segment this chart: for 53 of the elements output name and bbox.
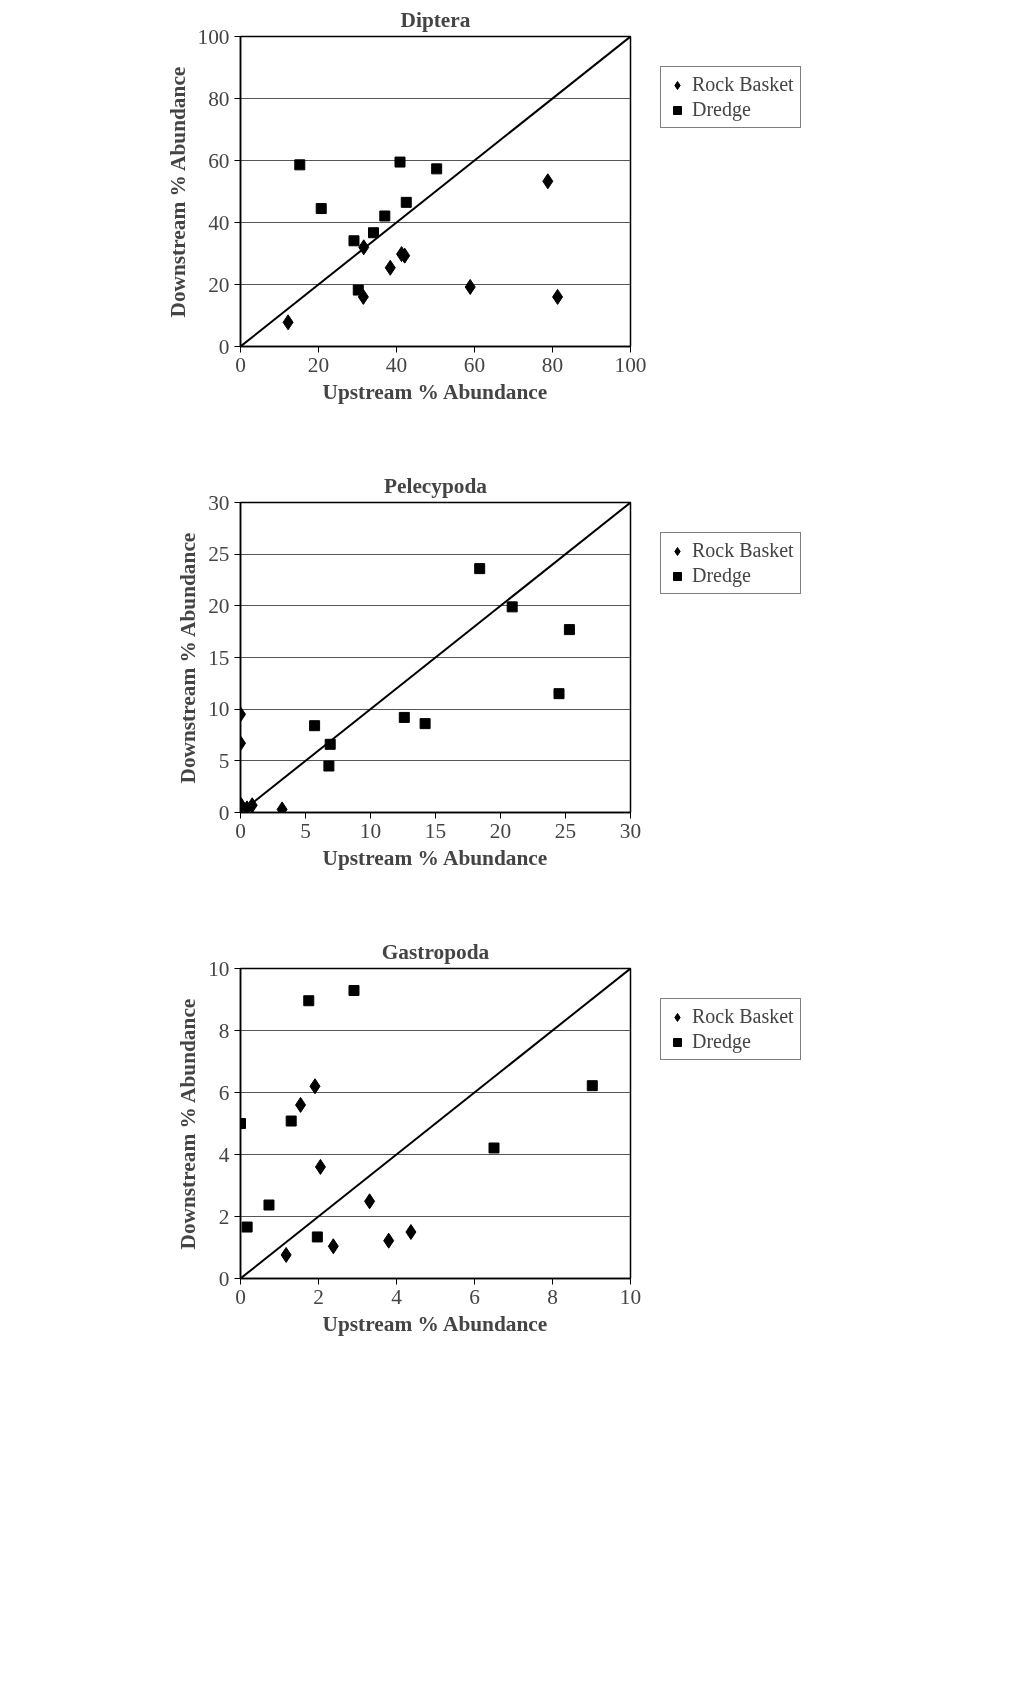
x-tick-label: 8 xyxy=(547,1284,558,1309)
x-axis-title: Upstream % Abundance xyxy=(322,1311,548,1336)
y-tick-label: 20 xyxy=(208,593,230,618)
legend-label: Dredge xyxy=(692,98,751,121)
y-axis-title: Downstream % Abundance xyxy=(176,532,201,784)
y-tick-label: 20 xyxy=(208,272,230,297)
x-tick-label: 10 xyxy=(359,818,382,843)
x-tick-label: 6 xyxy=(469,1284,481,1309)
x-tick-label: 25 xyxy=(554,818,577,843)
y-tick-label: 5 xyxy=(218,748,230,773)
y-axis-title: Downstream % Abundance xyxy=(176,998,201,1250)
x-axis-title: Upstream % Abundance xyxy=(322,379,548,404)
y-tick-label: 100 xyxy=(197,24,230,49)
legend-label: Rock Basket xyxy=(692,539,794,562)
chart-title: Pelecypoda xyxy=(383,473,488,498)
x-axis-title: Upstream % Abundance xyxy=(322,845,548,870)
x-tick-label: 0 xyxy=(235,818,246,843)
y-tick-label: 2 xyxy=(218,1204,230,1229)
x-tick-label: 60 xyxy=(463,352,486,377)
chart-title: Diptera xyxy=(400,7,471,32)
x-tick-label: 5 xyxy=(300,818,311,843)
y-tick-label: 60 xyxy=(208,148,230,173)
legend-label: Dredge xyxy=(692,1030,751,1053)
legend-label: Rock Basket xyxy=(692,73,794,96)
y-tick-label: 8 xyxy=(218,1018,230,1043)
y-tick-label: 30 xyxy=(208,490,230,515)
y-tick-label: 40 xyxy=(208,210,230,235)
y-tick-label: 4 xyxy=(218,1142,230,1167)
x-tick-label: 20 xyxy=(489,818,512,843)
x-tick-label: 15 xyxy=(424,818,447,843)
y-tick-label: 80 xyxy=(208,86,230,111)
x-tick-label: 0 xyxy=(235,1284,246,1309)
y-tick-label: 6 xyxy=(218,1080,230,1105)
x-tick-label: 2 xyxy=(313,1284,324,1309)
y-tick-label: 15 xyxy=(208,645,230,670)
x-tick-label: 80 xyxy=(541,352,564,377)
x-tick-label: 100 xyxy=(614,352,647,377)
y-tick-label: 10 xyxy=(208,697,230,722)
y-tick-label: 0 xyxy=(218,334,230,359)
y-tick-label: 10 xyxy=(208,956,230,981)
x-tick-label: 20 xyxy=(307,352,330,377)
x-tick-label: 10 xyxy=(619,1284,642,1309)
x-tick-label: 30 xyxy=(619,818,642,843)
chart-title: Gastropoda xyxy=(381,939,490,964)
legend-label: Dredge xyxy=(692,564,751,587)
x-tick-label: 4 xyxy=(391,1284,403,1309)
y-tick-label: 0 xyxy=(218,800,230,825)
y-tick-label: 25 xyxy=(208,542,230,567)
y-axis-title: Downstream % Abundance xyxy=(165,66,190,318)
y-tick-label: 0 xyxy=(218,1266,230,1291)
x-tick-label: 40 xyxy=(385,352,408,377)
x-tick-label: 0 xyxy=(235,352,246,377)
legend-label: Rock Basket xyxy=(692,1005,794,1028)
